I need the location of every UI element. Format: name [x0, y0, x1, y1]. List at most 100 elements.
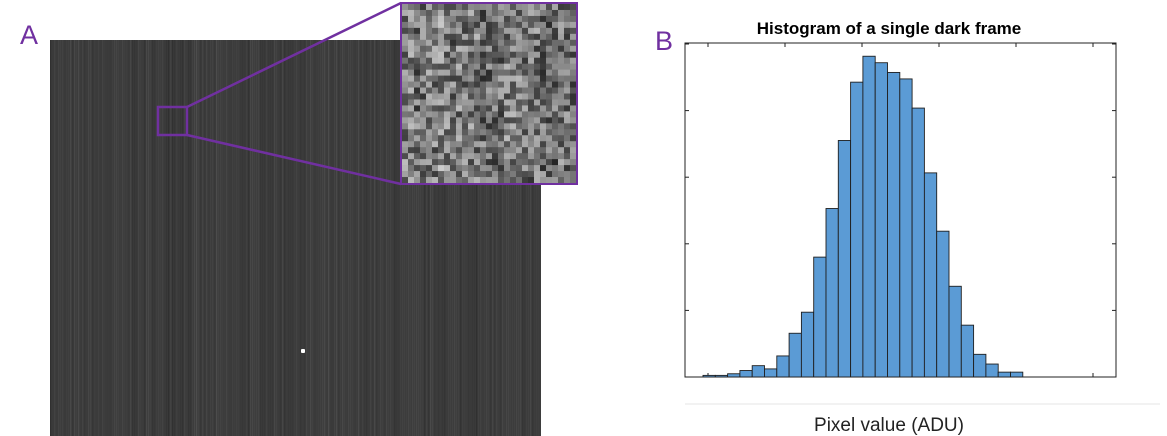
inset-pixel	[534, 57, 541, 64]
inset-pixel	[450, 99, 457, 106]
noise-column	[410, 40, 412, 436]
inset-pixel	[402, 93, 409, 100]
inset-pixel	[462, 129, 469, 136]
noise-column	[196, 40, 198, 436]
inset-pixel	[498, 93, 505, 100]
inset-pixel	[480, 135, 487, 142]
noise-column	[498, 40, 500, 436]
inset-pixel	[534, 159, 541, 166]
inset-pixel	[564, 87, 571, 94]
noise-column	[446, 40, 448, 436]
inset-pixel	[444, 39, 451, 47]
inset-pixel	[486, 135, 493, 142]
inset-pixel	[498, 117, 505, 124]
inset-pixel	[474, 123, 481, 130]
inset-pixel	[570, 33, 576, 41]
inset-pixel	[534, 75, 541, 82]
inset-pixel	[570, 81, 576, 88]
inset-pixel	[516, 69, 523, 76]
inset-pixel	[426, 51, 433, 58]
inset-pixel	[426, 147, 433, 154]
inset-pixel	[558, 27, 565, 35]
inset-pixel	[504, 9, 511, 17]
inset-pixel	[432, 141, 439, 148]
inset-pixel	[546, 27, 553, 35]
noise-column	[64, 40, 66, 436]
inset-pixel	[480, 141, 487, 148]
inset-pixel	[528, 39, 535, 47]
inset-pixel	[468, 135, 475, 142]
histogram-bar	[985, 363, 999, 378]
inset-pixel	[540, 81, 547, 88]
inset-pixel	[486, 39, 493, 47]
inset-pixel	[480, 111, 487, 118]
noise-column	[232, 40, 234, 436]
inset-pixel	[444, 45, 451, 53]
inset-pixel	[426, 57, 433, 64]
inset-pixel	[450, 27, 457, 35]
inset-pixel	[528, 33, 535, 41]
noise-column	[82, 40, 84, 436]
inset-pixel	[504, 57, 511, 64]
inset-pixel	[540, 141, 547, 148]
noise-column	[476, 40, 478, 436]
noise-column	[88, 40, 90, 436]
inset-pixel	[504, 111, 511, 118]
panel-label-b: B	[655, 26, 674, 56]
inset-pixel	[552, 4, 559, 11]
inset-pixel	[522, 117, 529, 124]
inset-pixel	[456, 147, 463, 154]
inset-pixel	[510, 27, 517, 35]
inset-pixel	[426, 99, 433, 106]
inset-pixel	[468, 99, 475, 106]
inset-pixel	[546, 159, 553, 166]
inset-pixel	[474, 9, 481, 17]
noise-column	[426, 40, 428, 436]
inset-pixel	[492, 93, 499, 100]
noise-column	[462, 40, 464, 436]
inset-pixel	[522, 141, 529, 148]
inset-pixel	[450, 177, 457, 183]
noise-column	[220, 40, 222, 436]
noise-column	[368, 40, 370, 436]
inset-pixel	[402, 45, 409, 53]
inset-pixel	[480, 153, 487, 160]
inset-pixel	[414, 63, 421, 70]
inset-pixel	[426, 45, 433, 53]
inset-pixel	[492, 159, 499, 166]
noise-column	[310, 40, 312, 436]
inset-pixel	[486, 27, 493, 35]
inset-pixel	[546, 87, 553, 94]
inset-pixel	[456, 45, 463, 53]
noise-column	[392, 40, 394, 436]
inset-pixel	[546, 171, 553, 178]
inset-pixel	[534, 69, 541, 76]
noise-column	[124, 40, 126, 436]
noise-column	[170, 40, 172, 436]
inset-pixel	[402, 69, 409, 76]
noise-column	[226, 40, 228, 436]
noise-column	[422, 40, 424, 436]
inset-pixel	[540, 165, 547, 172]
inset-pixel	[456, 171, 463, 178]
inset-pixel	[444, 69, 451, 76]
inset-pixel	[528, 105, 535, 112]
noise-column	[318, 40, 320, 436]
inset-pixel	[480, 63, 487, 70]
inset-pixel	[450, 45, 457, 53]
inset-pixel	[402, 4, 409, 11]
inset-pixel	[552, 159, 559, 166]
inset-pixel	[504, 159, 511, 166]
inset-pixel	[408, 147, 415, 154]
inset-pixel	[408, 105, 415, 112]
noise-column	[224, 40, 226, 436]
noise-column	[58, 40, 60, 436]
inset-pixel	[552, 153, 559, 160]
noise-column	[432, 40, 434, 436]
inset-pixel	[426, 39, 433, 47]
inset-pixel	[462, 4, 469, 11]
noise-column	[104, 40, 106, 436]
noise-column	[228, 40, 230, 436]
inset-pixel	[468, 111, 475, 118]
inset-pixel	[510, 69, 517, 76]
